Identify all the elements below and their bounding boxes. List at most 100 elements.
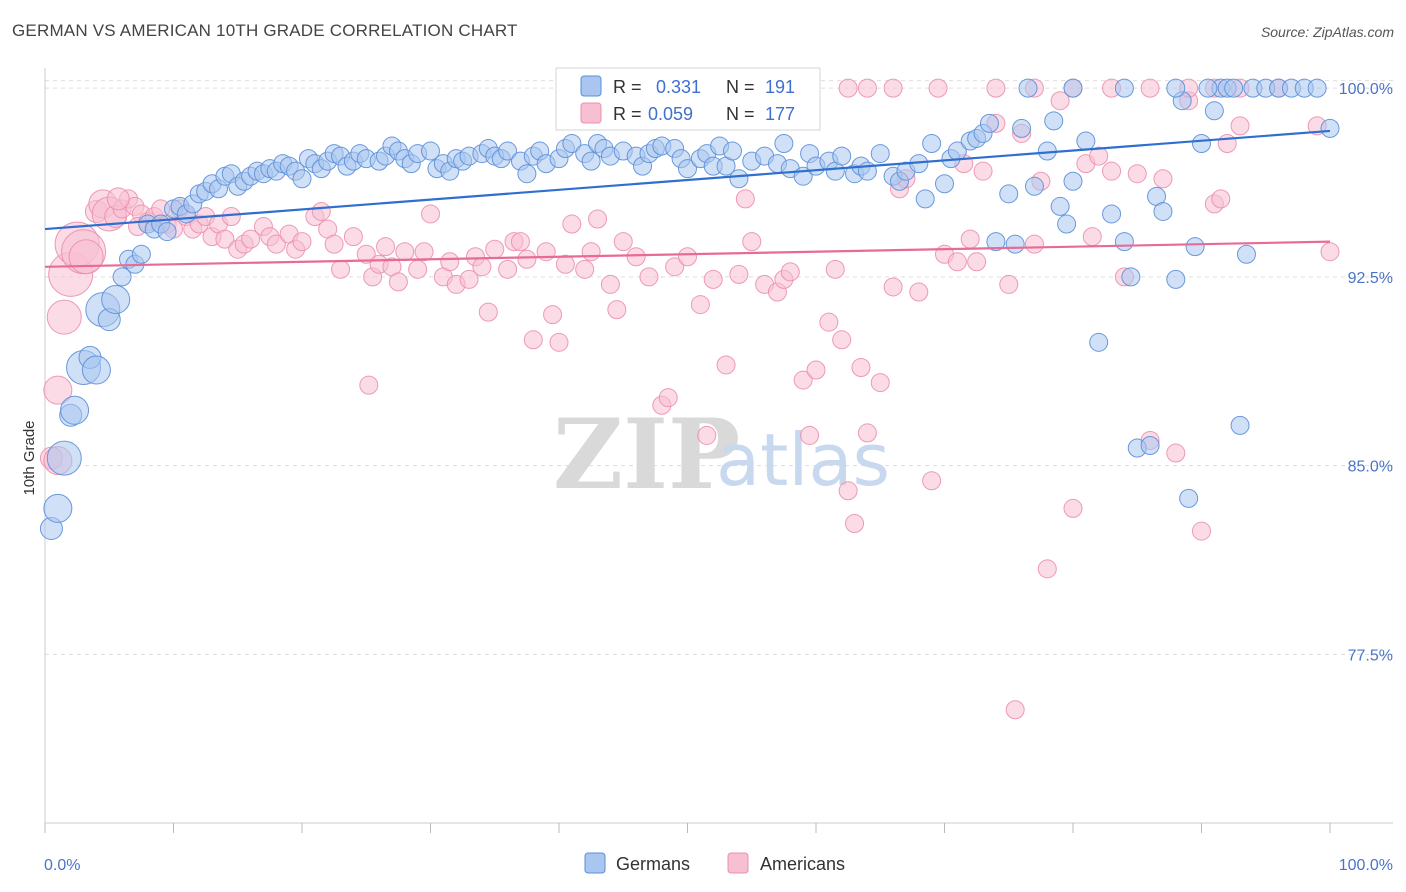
americans-point — [967, 252, 987, 272]
americans-point — [1089, 146, 1109, 166]
legend-germans-swatch — [580, 75, 602, 97]
germans-point — [1044, 111, 1064, 131]
germans-point — [979, 113, 999, 133]
americans-point — [665, 257, 685, 277]
bottom-legend-americans-swatch — [727, 852, 749, 874]
germans-point — [915, 189, 935, 209]
germans-point — [1192, 134, 1211, 153]
americans-point — [729, 264, 749, 284]
germans-point — [870, 144, 890, 164]
americans-point — [1230, 116, 1250, 136]
americans-point — [639, 267, 659, 287]
americans-point — [1102, 161, 1122, 181]
x-ticks — [44, 823, 1331, 833]
y-tick-label: 100.0% — [1339, 81, 1393, 98]
x-tick-label-min: 0.0% — [44, 857, 80, 874]
germans-point — [1185, 237, 1205, 257]
americans-point — [883, 78, 903, 98]
americans-point — [793, 370, 813, 390]
legend-germans-n-label: N = — [726, 77, 755, 97]
germans-point — [1005, 234, 1025, 254]
americans-point — [331, 259, 351, 279]
germans-point — [1063, 78, 1083, 98]
americans-point — [999, 274, 1019, 294]
americans-point — [838, 481, 858, 501]
germans-point — [1114, 78, 1134, 98]
americans-point — [376, 237, 396, 257]
americans-point — [883, 277, 903, 297]
legend-germans-r-label: R = — [613, 77, 642, 97]
americans-point — [562, 214, 582, 234]
germans-point — [1024, 176, 1044, 196]
americans-point — [215, 229, 235, 249]
germans-point — [1140, 436, 1160, 455]
americans-point — [851, 357, 871, 377]
americans-point — [742, 232, 762, 252]
germans-point — [43, 493, 73, 523]
source-credit: Source: ZipAtlas.com — [1260, 24, 1394, 40]
germans-point — [1307, 78, 1327, 98]
y-axis-title: 10th Grade — [21, 420, 38, 495]
germans-point — [986, 232, 1006, 252]
americans-point — [986, 78, 1006, 98]
germans-point — [832, 146, 852, 166]
americans-point — [43, 375, 73, 405]
americans-point — [555, 254, 575, 274]
germans-point — [722, 141, 742, 161]
americans-point — [517, 249, 537, 269]
americans-point — [857, 78, 877, 98]
germans-point — [292, 169, 312, 189]
americans-point — [870, 373, 890, 393]
americans-point — [1166, 443, 1186, 463]
americans-point — [973, 161, 993, 181]
americans-point — [1153, 169, 1173, 189]
germans-point — [678, 159, 697, 179]
americans-point — [600, 274, 620, 294]
americans-point — [324, 234, 344, 254]
germans-point — [1102, 204, 1122, 224]
germans-point — [1179, 488, 1199, 508]
top-legend: R = 0.331 N = 191 R = 0.059 N = 177 — [555, 67, 821, 131]
americans-point — [1320, 242, 1340, 262]
germans-point — [1050, 196, 1070, 216]
americans-point — [735, 189, 755, 209]
americans-point — [838, 78, 858, 98]
germans-point — [1114, 232, 1134, 252]
americans-point — [543, 305, 563, 325]
americans-point — [832, 330, 852, 350]
germans-point — [1063, 171, 1083, 191]
americans-point — [414, 242, 434, 262]
legend-germans-r-value: 0.331 — [656, 77, 701, 97]
americans-point — [825, 259, 845, 279]
germans-point — [81, 355, 111, 385]
trend-lines — [44, 129, 1331, 268]
americans-point — [221, 206, 241, 226]
americans-point — [960, 229, 980, 249]
germans-point — [60, 395, 90, 425]
americans-point — [523, 330, 543, 350]
americans-point — [1063, 498, 1083, 518]
germans-point — [157, 222, 177, 242]
americans-point — [909, 282, 929, 302]
americans-point — [800, 425, 820, 445]
americans-point — [1211, 189, 1231, 209]
americans-point — [241, 229, 261, 249]
americans-point — [408, 259, 428, 279]
germans-point — [729, 169, 749, 189]
germans-trend-line — [44, 129, 1331, 231]
germans-point — [1224, 78, 1244, 98]
y-tick-label: 92.5% — [1348, 270, 1393, 287]
germans-point — [1198, 78, 1218, 98]
legend-americans-n-label: N = — [726, 104, 755, 124]
y-tick-labels: 77.5% 85.0% 92.5% 100.0% — [1339, 81, 1393, 664]
americans-point — [1192, 521, 1211, 541]
americans-point — [343, 227, 363, 247]
americans-points — [39, 78, 1340, 720]
americans-point — [106, 187, 130, 211]
y-tick-label: 77.5% — [1348, 647, 1393, 664]
americans-point — [68, 239, 104, 275]
germans-point — [498, 141, 518, 161]
americans-point — [395, 242, 415, 262]
germans-point — [1153, 201, 1173, 221]
americans-point — [716, 355, 736, 375]
